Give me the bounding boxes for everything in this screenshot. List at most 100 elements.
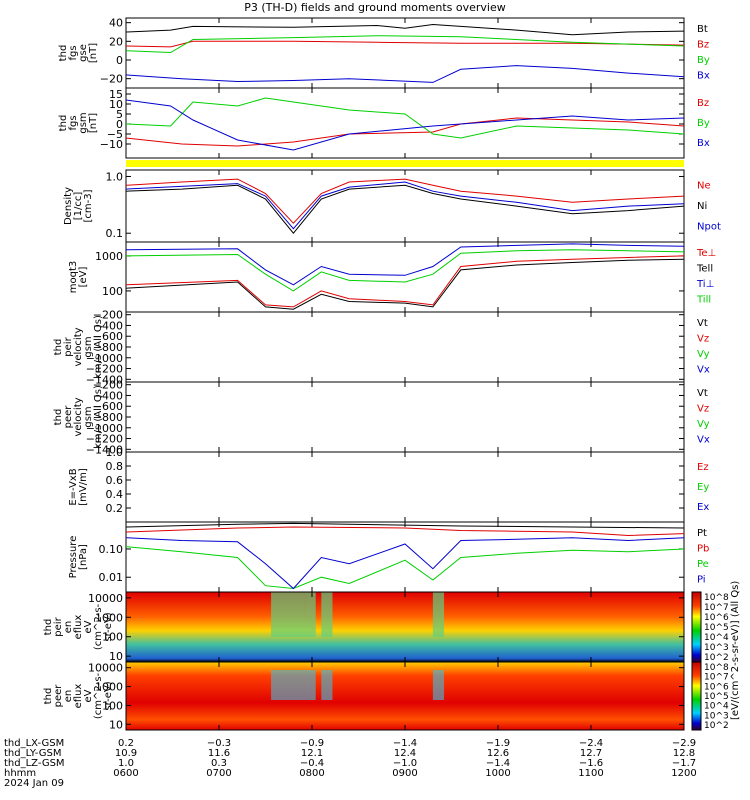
y-tick-label: 100: [102, 285, 123, 298]
panel-frame: [125, 87, 685, 159]
colorbar-tick-label: 10^5: [704, 623, 729, 633]
y-tick-label: 0: [116, 54, 123, 67]
y-axis-label: thd: [58, 115, 69, 132]
y-tick-label: 40: [109, 17, 123, 30]
legend-label: Vz: [697, 334, 709, 345]
y-tick-label: −800: [93, 411, 123, 424]
y-tick-label: 0.10: [99, 543, 124, 556]
series-line-bz: [125, 40, 685, 48]
y-tick-label: −20: [100, 73, 123, 86]
legend-label: Vy: [697, 349, 710, 360]
y-axis-label: velocity: [73, 327, 84, 366]
y-tick-label: −1200: [86, 433, 123, 446]
colorbar-tick-label: 10^7: [704, 673, 729, 683]
legend-label: Vy: [697, 419, 710, 430]
series-line-bx: [125, 99, 685, 151]
y-axis-label: km/s (All Qs): [93, 385, 104, 449]
legend-label: Vt: [697, 318, 708, 329]
colorbar: [691, 661, 702, 731]
y-tick-label: −5: [107, 128, 123, 141]
legend-label: Bz: [697, 40, 709, 51]
y-axis-label: thd: [43, 619, 54, 636]
panel-frame: [125, 451, 685, 523]
legend-label: Npot: [697, 222, 721, 233]
legend-label: Vz: [697, 404, 709, 415]
y-axis-label: moqt3: [68, 261, 79, 294]
y-axis-label: peir: [63, 336, 74, 356]
y-axis-label: gsm: [83, 406, 94, 427]
x-row-value: −2.4: [579, 738, 603, 749]
x-row-value: 12.1: [301, 748, 323, 759]
x-row-value: 12.4: [394, 748, 416, 759]
status-bar: [126, 160, 684, 167]
colorbar-tick-label: 10^8: [704, 593, 729, 603]
y-axis-label: peir: [53, 616, 64, 636]
y-tick-label: 1000: [95, 681, 123, 694]
series-line-tell: [125, 258, 685, 310]
x-row-value: 0900: [392, 768, 417, 779]
y-tick-label: −10: [100, 138, 123, 151]
ion-spectrogram-dip: [271, 592, 305, 637]
y-tick-label: 1000: [95, 611, 123, 624]
legend-label: Bz: [697, 98, 709, 109]
x-row-value: 1100: [578, 768, 603, 779]
y-axis-label: [eV]: [78, 267, 89, 288]
x-row-value: 10.9: [115, 748, 137, 759]
electron-spectrogram-dip: [271, 670, 305, 700]
x-row-value: 0800: [299, 768, 324, 779]
y-axis-label: thd: [53, 339, 64, 356]
electron-spectrogram: [126, 662, 684, 730]
x-row-value: 1200: [671, 768, 696, 779]
y-axis-label: peer: [53, 684, 64, 708]
legend-label: Ex: [697, 502, 709, 513]
x-row-value: −2.9: [672, 738, 696, 749]
series-line-bx: [125, 65, 685, 83]
ion-spectrogram-dip: [432, 592, 445, 637]
y-tick-label: −1200: [86, 363, 123, 376]
series-line-ti⊥: [125, 243, 685, 286]
y-tick-label: 10: [109, 650, 123, 663]
y-axis-label: thd: [43, 688, 54, 705]
legend-label: By: [697, 55, 710, 66]
series-line-te⊥: [125, 255, 685, 308]
series-line-till: [125, 249, 685, 292]
y-axis-label: E=-VxB: [68, 468, 79, 505]
colorbar-tick-label: 10^2: [704, 653, 729, 663]
legend-label: Pi: [697, 575, 706, 586]
colorbar-tick-label: 10^4: [704, 702, 729, 712]
y-tick-label: −200: [93, 309, 123, 322]
y-tick-label: 0.1: [106, 227, 124, 240]
colorbar-tick-label: 10^7: [704, 603, 729, 613]
y-tick-label: 1000: [95, 250, 123, 263]
x-row-value: −1.4: [393, 738, 417, 749]
y-tick-label: −600: [93, 400, 123, 413]
y-tick-label: 15: [109, 88, 123, 101]
x-row-value: −1.0: [393, 758, 417, 769]
y-axis-label: [mV/m]: [78, 468, 89, 506]
legend-label: Vx: [697, 365, 710, 376]
colorbar-tick-label: 10^6: [704, 613, 729, 623]
y-axis-label: fgs: [68, 45, 79, 60]
y-tick-label: −200: [93, 379, 123, 392]
legend-label: Ne: [697, 181, 711, 192]
legend-label: Bt: [697, 24, 708, 35]
y-axis-label: peer: [63, 405, 74, 429]
colorbar-tick-label: 10^4: [704, 633, 729, 643]
x-row-value: −1.4: [486, 758, 510, 769]
legend-label: Ey: [697, 482, 709, 493]
colorbar-tick-label: 10^8: [704, 663, 729, 673]
y-axis-label: velocity: [73, 397, 84, 436]
legend-label: Bx: [697, 71, 710, 82]
y-axis-label: en: [63, 621, 74, 634]
y-tick-label: 100: [102, 699, 123, 712]
x-row-value: −0.3: [207, 738, 231, 749]
colorbar-tick-label: 10^6: [704, 682, 729, 692]
colorbar-tick-label: 10^2: [704, 721, 729, 731]
y-tick-label: −1400: [86, 373, 123, 386]
y-axis-label: [nT]: [88, 43, 99, 63]
y-axis-label: eV: [83, 620, 94, 633]
legend-label: Vt: [697, 388, 708, 399]
legend-label: Ez: [697, 462, 709, 473]
y-tick-label: 0.4: [106, 488, 124, 501]
y-tick-label: 0.2: [106, 502, 124, 515]
